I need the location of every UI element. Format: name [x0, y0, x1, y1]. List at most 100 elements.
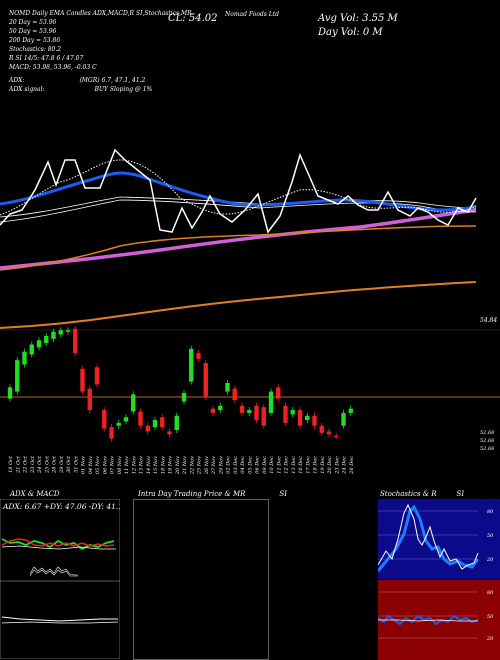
date-axis-label: 12 Dec — [284, 456, 290, 474]
candle-body — [225, 383, 230, 392]
rsi-panel: 80 50 20 — [378, 580, 500, 660]
candle-body — [305, 415, 310, 421]
candle-body — [87, 388, 92, 411]
ema-long-line — [0, 208, 477, 270]
date-axis-label: 15 Nov — [153, 456, 159, 474]
adx-values-text: ADX: 6.67 +DY: 47.06 -DY: 41.13 — [2, 502, 120, 511]
date-axis-label: 04 Dec — [240, 456, 246, 474]
candle-body — [102, 410, 107, 429]
date-axis-label: 21 Oct — [15, 455, 21, 474]
candle-body — [319, 425, 324, 433]
candle-body — [94, 367, 100, 385]
date-axis-label: 05 Nov — [95, 456, 101, 474]
candle-body — [290, 410, 295, 415]
adx-signal-label: ADX signal: — [9, 86, 45, 93]
ema-100-line — [0, 225, 477, 271]
candle-body — [341, 412, 346, 426]
ema-50-line — [0, 171, 477, 212]
date-axis-label: 11 Nov — [124, 456, 130, 474]
avg-vol-label: Avg Vol: 3.55 M — [318, 13, 398, 24]
date-axis-label: 19 Dec — [320, 456, 326, 474]
candle-body — [73, 328, 78, 354]
candle-body — [15, 360, 20, 392]
price-axis-label: 52.68 — [480, 446, 494, 452]
stochastics-panel: 80 50 20 — [378, 499, 500, 579]
ema-200-label: 200 Day = 53.86 — [9, 37, 61, 44]
date-axis-label: 24 Dec — [342, 456, 348, 475]
candle-body — [189, 348, 194, 382]
candle-body — [36, 340, 42, 348]
intraday-si-text: SI — [279, 490, 287, 498]
adx-values: (MGR) 6.7, 47.1, 41.2 — [79, 77, 146, 84]
day-vol-label: Day Vol: 0 M — [318, 27, 383, 38]
candle-body — [58, 330, 63, 335]
date-axis-label: 21 Nov — [182, 456, 188, 475]
candle-body — [312, 415, 317, 426]
price-axis-label: 52.68 — [480, 430, 494, 436]
candle-body — [210, 408, 216, 413]
candle-body — [203, 363, 208, 398]
date-axis-label: 20 Dec — [327, 456, 333, 475]
date-axis-label: 26 Dec — [349, 456, 355, 475]
candle-body — [123, 417, 129, 422]
date-axis-label: 09 Dec — [262, 456, 268, 474]
candle-body — [254, 405, 259, 421]
candle-body — [348, 408, 353, 413]
candle-body — [109, 427, 114, 439]
date-axis-label: 29 Oct — [59, 455, 65, 474]
macd-line-a — [29, 566, 78, 576]
header-top-line: NOMD Daily EMA Candles ADX,MACD,R SI,Sto… — [9, 10, 192, 17]
candle-body — [7, 387, 13, 399]
ema-50-label: 50 Day = 53.96 — [9, 28, 57, 35]
adx-panel-frame — [0, 499, 120, 659]
stoch-title: Stochastics & R SI — [380, 490, 464, 498]
date-axis-label: 18 Nov — [160, 456, 166, 474]
candle-body — [334, 435, 339, 438]
date-axis-label: 13 Nov — [139, 456, 145, 474]
date-axis-label: 20 Nov — [175, 456, 181, 475]
date-axis-label: 14 Nov — [146, 456, 152, 474]
ema-20-label: 20 Day = 53.96 — [9, 19, 57, 26]
rsi-tick-label: 20 — [486, 636, 494, 642]
date-axis-label: 18 Oct — [8, 455, 14, 473]
candle-body — [247, 410, 252, 413]
date-axis-label: 23 Oct — [30, 455, 36, 474]
macd-signal-line — [1, 616, 118, 622]
date-axis-label: 06 Dec — [255, 456, 261, 474]
candle-body — [232, 388, 237, 401]
candle-body — [196, 353, 201, 359]
intraday-panel — [133, 499, 269, 660]
candle-body — [80, 368, 85, 392]
date-axis-label: 10 Dec — [269, 456, 275, 474]
candle-body — [65, 330, 71, 332]
candle-body — [22, 351, 27, 365]
date-axis-label: 11 Dec — [276, 456, 282, 474]
candle-body — [326, 431, 332, 435]
date-axis-label: 12 Nov — [131, 456, 137, 474]
intraday-title: Intra Day Trading Price & MR SI — [138, 490, 287, 498]
date-axis-label: 08 Nov — [117, 456, 123, 474]
rsi-tick-label: 80 — [487, 590, 494, 596]
stoch-si-text: SI — [456, 490, 465, 498]
candle-body — [160, 417, 165, 428]
candle-body — [167, 431, 172, 435]
stoch-tick-label: 20 — [486, 557, 494, 563]
macd-line-b — [29, 569, 78, 577]
close-price-line — [0, 148, 477, 234]
adx-macd-title: ADX & MACD — [10, 490, 60, 498]
close-price-title: CL: 54.02 — [168, 13, 218, 24]
rsi-signal-line — [378, 619, 478, 622]
candle-body — [145, 425, 150, 432]
date-axis-label: 13 Dec — [291, 456, 297, 474]
adx-macd-panel: ADX: 6.67 +DY: 47.06 -DY: 41.13 — [0, 499, 120, 659]
stochastics-label: Stochastics: 80.2 — [9, 46, 62, 53]
main-chart: 54.84 52.68 52.68 52.68 18 Oct 21 Oct 22 O… — [0, 148, 500, 475]
candle-body — [268, 391, 274, 413]
candle-body — [181, 392, 187, 402]
date-axis-label: 07 Nov — [110, 456, 116, 474]
plus-dy-line — [1, 538, 115, 551]
macd-signal-line-b — [1, 621, 119, 624]
price-axis-label: 52.68 — [480, 438, 494, 444]
intraday-title-text: Intra Day Trading Price & MR — [138, 490, 246, 498]
date-axis-label: 30 Oct — [66, 455, 72, 473]
